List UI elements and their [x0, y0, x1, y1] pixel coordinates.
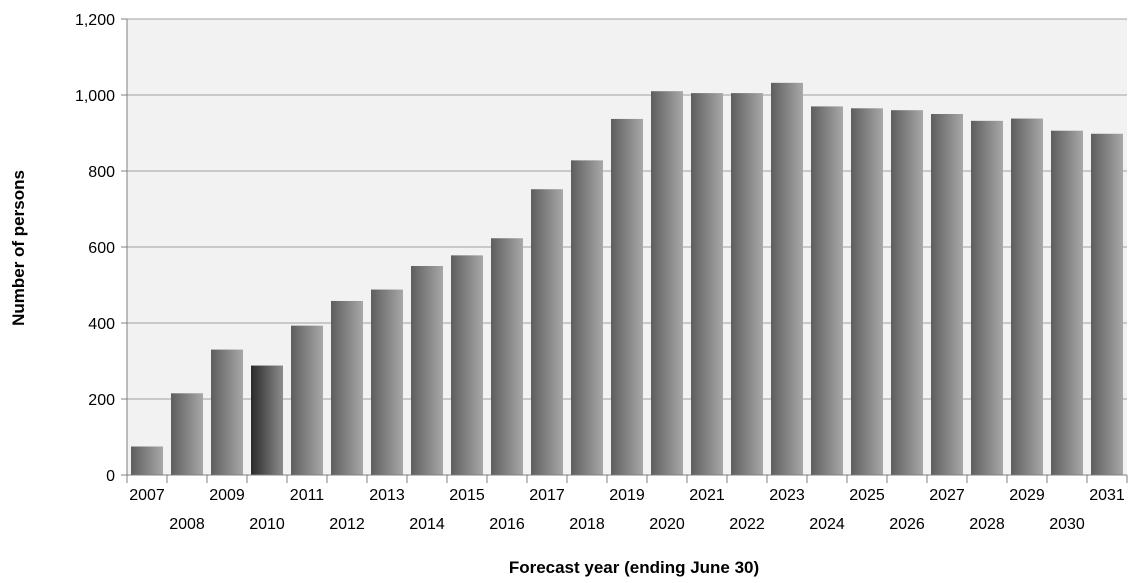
- bar-2013: [371, 289, 403, 475]
- bar-2021: [691, 93, 723, 475]
- x-tick-label: 2007: [129, 487, 165, 504]
- bar-2020: [651, 91, 683, 475]
- x-tick-label: 2024: [809, 516, 845, 533]
- x-tick-label: 2026: [889, 516, 925, 533]
- x-tick-label: 2018: [569, 516, 605, 533]
- x-tick-label: 2028: [969, 516, 1005, 533]
- y-tick-label: 600: [88, 240, 115, 257]
- bar-2026: [891, 110, 923, 475]
- x-tick-label: 2031: [1089, 487, 1125, 504]
- x-tick-label: 2017: [529, 487, 565, 504]
- y-axis-title: Number of persons: [9, 170, 28, 326]
- bar-2011: [291, 325, 323, 475]
- bar-2014: [411, 266, 443, 475]
- x-tick-label: 2027: [929, 487, 965, 504]
- bar-2009: [211, 349, 243, 475]
- bars: [131, 82, 1123, 476]
- x-tick-label: 2029: [1009, 487, 1045, 504]
- bar-2018: [571, 160, 603, 476]
- bar-2015: [451, 255, 483, 475]
- bar-2017: [531, 189, 563, 476]
- bar-2019: [611, 118, 643, 475]
- y-tick-label: 800: [88, 164, 115, 181]
- x-tick-label: 2008: [169, 516, 205, 533]
- x-tick-label: 2025: [849, 487, 885, 504]
- x-tick-label: 2030: [1049, 516, 1085, 533]
- y-tick-label: 1,000: [75, 88, 115, 105]
- bar-2031: [1091, 133, 1123, 475]
- x-tick-label: 2012: [329, 516, 365, 533]
- y-tick-label: 400: [88, 316, 115, 333]
- x-tick-label: 2022: [729, 516, 765, 533]
- x-tick-label: 2021: [689, 487, 725, 504]
- bar-2027: [931, 114, 963, 475]
- bar-2025: [851, 108, 883, 476]
- x-tick-label: 2013: [369, 487, 405, 504]
- x-tick-label: 2011: [290, 487, 325, 504]
- x-axis-title: Forecast year (ending June 30): [509, 558, 759, 577]
- bar-2024: [811, 106, 843, 476]
- x-tick-label: 2009: [209, 487, 245, 504]
- x-tick-label: 2010: [249, 516, 285, 533]
- x-tick-label: 2023: [769, 487, 805, 504]
- x-tick-label: 2019: [609, 487, 645, 504]
- x-tick-label: 2015: [449, 487, 485, 504]
- bar-2008: [171, 393, 203, 475]
- bar-2030: [1051, 130, 1083, 475]
- bar-2022: [731, 93, 763, 475]
- bar-2016: [491, 238, 523, 475]
- bar-2028: [971, 120, 1003, 475]
- y-tick-label: 200: [88, 392, 115, 409]
- x-tick-label: 2014: [409, 516, 445, 533]
- bar-2029: [1011, 118, 1043, 475]
- bar-2023: [771, 82, 803, 475]
- bar-2007: [131, 446, 163, 475]
- y-tick-label: 1,200: [75, 12, 115, 29]
- y-tick-label: 0: [106, 468, 115, 485]
- y-tick-labels: 0 200 400 600 800 1,000 1,200: [75, 12, 127, 485]
- x-tick-label: 2020: [649, 516, 685, 533]
- bar-2012: [331, 300, 363, 475]
- bar-2010: [251, 365, 283, 475]
- x-tick-label: 2016: [489, 516, 525, 533]
